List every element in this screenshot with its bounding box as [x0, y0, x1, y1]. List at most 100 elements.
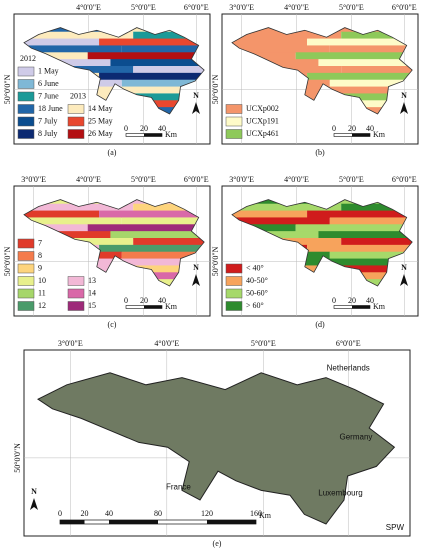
- flight-strip: [110, 265, 205, 273]
- longitude-label: 4°0'0"E: [76, 175, 101, 184]
- legend-swatch: [225, 263, 243, 274]
- legend-swatch: [225, 104, 243, 114]
- flight-strip: [232, 217, 330, 225]
- panel-caption: (e): [213, 539, 222, 548]
- scale-label: 0: [332, 296, 336, 305]
- north-label: N: [401, 263, 407, 272]
- flight-strip: [329, 251, 413, 260]
- flight-strip: [307, 210, 413, 218]
- flight-strip: [341, 66, 413, 74]
- legend-swatch: [17, 238, 35, 249]
- longitude-label: 4°0'0"E: [76, 3, 101, 12]
- legend-swatch: [17, 104, 35, 114]
- scale-label: 80: [154, 509, 162, 518]
- longitude-label: 5°0'0"E: [131, 3, 156, 12]
- legend-swatch: [67, 276, 85, 286]
- legend-label: < 40°: [246, 263, 264, 272]
- flight-strip: [87, 86, 205, 94]
- flight-strip: [24, 52, 88, 60]
- flight-strip: [24, 31, 134, 40]
- legend-label: 6 June: [38, 79, 59, 88]
- scale-label: 0: [332, 124, 336, 133]
- flight-strip: [133, 238, 205, 246]
- north-label: N: [401, 91, 407, 100]
- scale-label: 0: [124, 296, 128, 305]
- legend-label: 11: [38, 288, 46, 297]
- latitude-label: 50°0'0"N: [3, 74, 12, 104]
- flight-strip: [341, 238, 413, 246]
- flight-strip: [307, 244, 413, 253]
- flight-strip: [232, 224, 296, 232]
- country-label: Germany: [340, 433, 373, 442]
- longitude-label: 6°0'0"E: [392, 175, 417, 184]
- legend-label: 7 July: [38, 116, 57, 125]
- legend-swatch: [17, 129, 35, 139]
- flight-strip: [121, 251, 205, 260]
- legend-label: UCXp461: [246, 129, 279, 138]
- longitude-label: 6°0'0"E: [336, 339, 361, 348]
- flight-strip: [232, 203, 342, 212]
- legend-swatch: [17, 91, 35, 102]
- scale-label: 20: [348, 296, 356, 305]
- longitude-label: 6°0'0"E: [392, 3, 417, 12]
- north-arrow: [400, 274, 408, 286]
- legend-label: 1 May: [38, 66, 59, 75]
- flight-strip: [341, 100, 413, 108]
- region-outline: [23, 27, 205, 115]
- flight-strip: [24, 224, 88, 232]
- longitude-label: 6°0'0"E: [184, 175, 209, 184]
- flight-strip: [24, 38, 100, 46]
- flight-strip: [329, 217, 413, 225]
- flight-strip: [99, 244, 205, 253]
- flight-strip: [87, 258, 205, 266]
- longitude-label: 3°0'0"E: [229, 175, 254, 184]
- flight-strip: [232, 31, 342, 40]
- flight-strip: [110, 59, 205, 67]
- scale-label: 40: [366, 296, 374, 305]
- flight-strip: [329, 45, 413, 53]
- legend-label: 12: [38, 301, 46, 310]
- longitude-label: 4°0'0"E: [284, 175, 309, 184]
- legend-label: 7: [38, 238, 42, 247]
- credit: SPW: [386, 523, 405, 532]
- scale-label: 160: [250, 509, 262, 518]
- scale-label: 0: [58, 509, 62, 518]
- scale-label: 20: [81, 509, 89, 518]
- longitude-label: 5°0'0"E: [251, 339, 276, 348]
- scale-label: 40: [105, 509, 113, 518]
- flight-strip: [295, 86, 413, 94]
- flight-strip: [99, 210, 205, 218]
- legend-label: 14 May: [88, 104, 113, 113]
- flight-strip: [24, 203, 134, 212]
- panel-caption: (b): [315, 148, 325, 157]
- scale-unit: Km: [373, 302, 386, 311]
- flight-strip: [318, 231, 413, 239]
- flight-strip: [232, 210, 308, 218]
- flight-strip: [24, 217, 122, 225]
- legend-swatch: [225, 276, 243, 286]
- flight-strip: [110, 93, 205, 101]
- flight-strip: [110, 231, 205, 239]
- legend-swatch: [17, 288, 35, 299]
- flight-strip: [307, 72, 413, 81]
- legend-swatch: [67, 301, 85, 311]
- legend-swatch: [17, 263, 35, 274]
- flight-strip: [318, 265, 413, 273]
- legend-label: 8: [38, 251, 42, 260]
- north-arrow: [192, 274, 200, 286]
- flight-strip: [341, 31, 413, 40]
- scale-bar: [207, 520, 256, 524]
- flight-strip: [232, 231, 319, 239]
- scale-label: 20: [140, 124, 148, 133]
- flight-strip: [295, 258, 413, 266]
- scale-bar: [60, 520, 85, 524]
- legend-label: 26 May: [88, 129, 113, 138]
- flight-strip: [24, 59, 111, 67]
- flight-strip: [133, 272, 205, 280]
- scale-unit: Km: [373, 130, 386, 139]
- north-arrow: [400, 102, 408, 114]
- country-label: Luxembourg: [318, 488, 362, 497]
- flight-strip: [341, 272, 413, 280]
- country-label: Netherlands: [327, 364, 370, 373]
